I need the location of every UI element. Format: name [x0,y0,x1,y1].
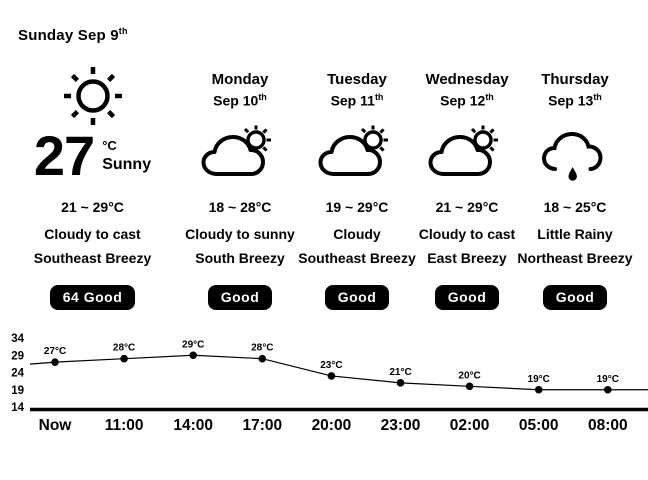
day-date-ordinal: th [593,92,602,102]
day-name: Monday [211,71,269,88]
cloud-sun-icon [178,124,302,182]
day-forecast: Cloudy [333,226,381,242]
day-date: Sep 10th [178,92,302,109]
point-temp-label: 23°C [320,360,342,371]
day-temp-range: 18 ~ 28°C [208,199,272,215]
current-date-ordinal: th [118,26,128,36]
day-forecast: Cloudy to sunny [185,226,295,242]
day-temp-range: 19 ~ 29°C [325,199,389,215]
day-column-monday[interactable]: Monday Sep 10th 18 ~ 28°C Cloudy to sunn… [178,0,302,330]
y-axis-tick: 19 [11,385,24,397]
data-point [465,382,474,391]
x-axis-label: 20:00 [312,417,352,434]
day-date: Sep 11th [295,92,419,109]
today-forecast: Cloudy to cast [44,226,141,242]
day-date-text: Sep 11 [330,92,375,109]
x-axis-label: 05:00 [519,417,559,434]
current-date: Sunday Sep 9 [18,27,119,44]
today-aqi-badge[interactable]: 64 Good [49,285,136,310]
x-axis-label: Now [39,417,73,434]
data-point [120,354,128,363]
data-point [51,358,59,366]
day-wind: Northeast Breezy [517,250,633,266]
data-point [604,385,612,394]
x-axis-label: 14:00 [173,417,213,434]
point-temp-label: 21°C [389,367,411,378]
day-date-text: Sep 10 [213,92,259,109]
x-axis-label: 11:00 [105,417,144,434]
day-date: Sep 13th [513,92,637,109]
day-name: Tuesday [327,71,387,88]
data-point [189,351,197,360]
data-point [258,354,267,363]
aqi-badge[interactable]: Good [434,285,500,310]
day-date-text: Sep 12 [440,92,486,109]
x-axis-label: 02:00 [450,417,490,434]
y-axis-tick: 34 [11,333,24,345]
data-point [534,385,543,394]
aqi-badge[interactable]: Good [542,285,608,310]
day-date-ordinal: th [485,92,494,102]
y-axis-tick: 14 [11,402,24,414]
day-forecast: Cloudy to cast [418,226,516,242]
current-temperature: 27 °C Sunny [10,124,175,187]
current-condition: Sunny [102,156,152,173]
day-name: Thursday [541,71,609,88]
y-axis-tick: 29 [11,350,24,362]
point-temp-label: 28°C [251,343,273,354]
cloud-sun-icon [295,124,419,182]
day-wind: East Breezy [427,250,507,266]
day-column-tuesday[interactable]: Tuesday Sep 11th 19 ~ 29°C Cloudy Southe… [295,0,419,330]
day-name: Wednesday [425,71,509,88]
day-wind: Southeast Breezy [298,250,416,266]
day-temp-range: 18 ~ 25°C [543,199,607,215]
aqi-badge[interactable]: Good [324,285,390,310]
point-temp-label: 29°C [182,339,204,350]
day-forecast: Little Rainy [537,226,613,242]
point-temp-label: 20°C [458,370,480,381]
cloud-sun-icon [405,124,529,182]
point-temp-label: 19°C [597,374,619,385]
x-axis-label: 23:00 [381,417,421,434]
aqi-badge[interactable]: Good [207,285,273,310]
page-title: Sunday Sep 9th [18,26,128,44]
x-axis-label: 17:00 [242,417,282,434]
day-date: Sep 12th [405,92,529,109]
today-panel[interactable]: 27 °C Sunny 21 ~ 29°C Cloudy to cast Sou… [10,0,175,330]
day-column-wednesday[interactable]: Wednesday Sep 12th 21 ~ 29°C Cloudy to c… [405,0,529,330]
day-wind: South Breezy [195,250,285,266]
point-temp-label: 27°C [44,346,66,357]
point-temp-label: 19°C [528,374,550,385]
day-date-ordinal: th [258,92,267,102]
x-axis-label: 08:00 [588,417,628,434]
day-date-text: Sep 13 [548,92,594,109]
data-point [327,372,336,380]
sun-icon [10,56,175,136]
today-temp-range: 21 ~ 29°C [61,199,124,215]
day-column-thursday[interactable]: Thursday Sep 13th 18 ~ 25°C Little Rainy… [513,0,637,330]
point-temp-label: 28°C [113,343,135,354]
today-wind: Southeast Breezy [33,250,152,266]
data-point [396,379,405,387]
y-axis-tick: 24 [11,368,24,380]
day-temp-range: 21 ~ 29°C [435,199,499,215]
cloud-rain-icon [513,124,637,184]
hourly-temp-chart: 34 29 24 19 14 27°C Now 28°C 11:00 29°C 14:00 28°C 1… [11,333,648,434]
day-date-ordinal: th [374,92,384,102]
current-temp-unit: °C [102,138,117,153]
current-temp-value: 27 [33,124,95,187]
